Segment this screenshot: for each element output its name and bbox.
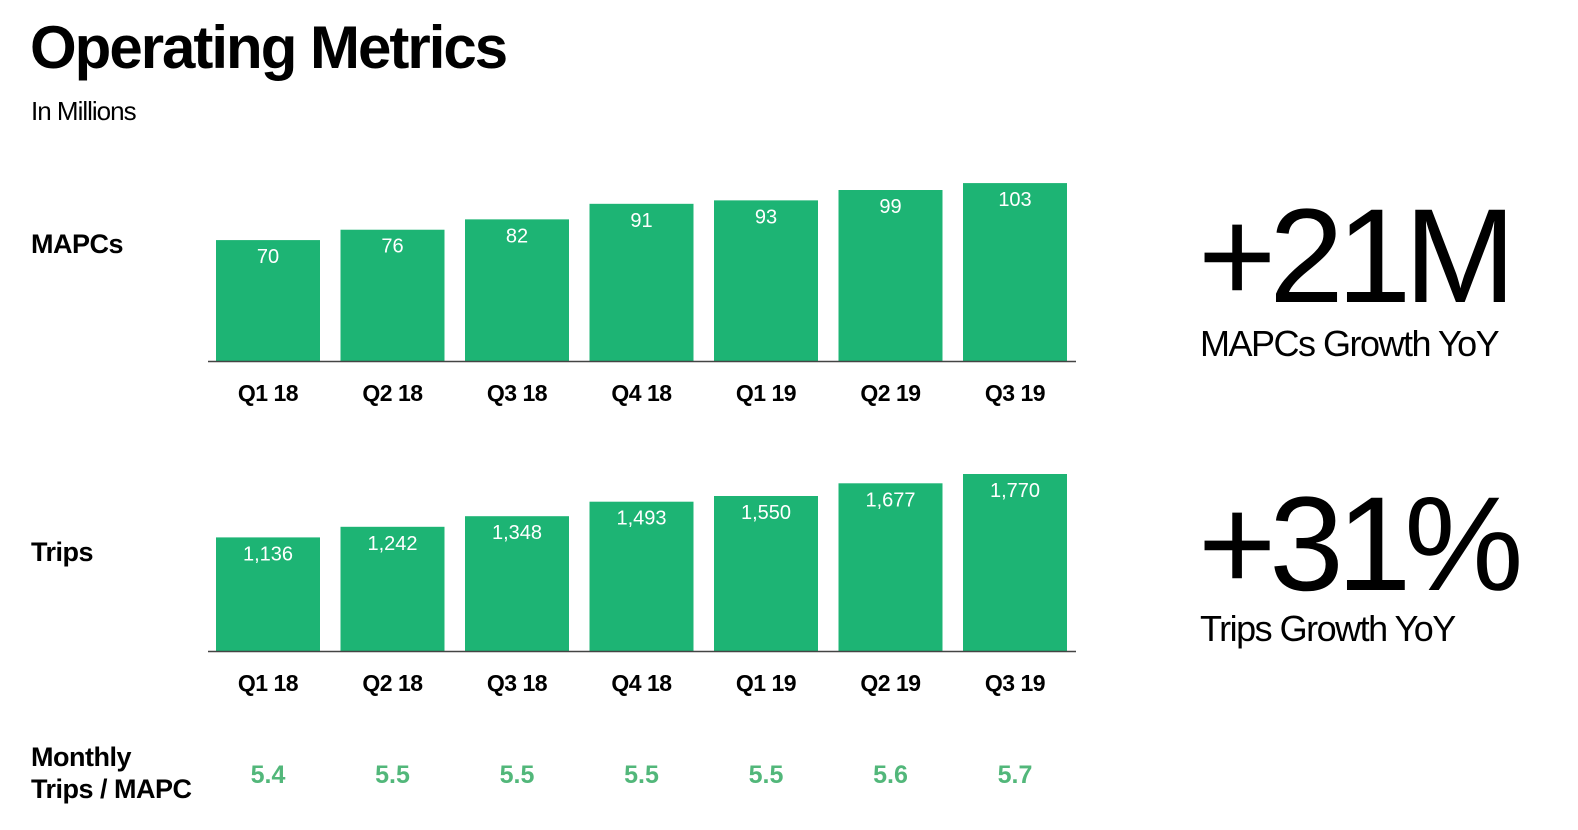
trips-value-label-1: 1,136: [243, 543, 293, 565]
page-title: Operating Metrics: [30, 14, 508, 81]
trips-category-label-3: Q3 18: [487, 670, 548, 696]
trips-category-label-1: Q1 18: [238, 670, 299, 696]
trips-bar-1: [216, 537, 320, 651]
mapcs-value-label-4: 91: [630, 210, 652, 232]
mapcs-value-label-7: 103: [998, 189, 1031, 211]
trips-growth-value: +31%: [1198, 470, 1523, 619]
trips-category-label-4: Q4 18: [611, 670, 672, 696]
mapcs-category-label-5: Q1 19: [736, 380, 796, 406]
mapcs-row-label: MAPCs: [31, 229, 124, 259]
mapcs-category-label-7: Q3 19: [985, 380, 1045, 406]
mapcs-bar-1: [216, 240, 320, 361]
mapcs-category-label-2: Q2 18: [362, 380, 423, 406]
trips-per-mapc-label-line2: Trips / MAPC: [31, 773, 192, 804]
mapcs-bar-2: [340, 229, 445, 361]
trips-growth-caption: Trips Growth YoY: [1200, 608, 1456, 649]
trips-per-mapc-value-4: 5.5: [624, 761, 659, 789]
mapcs-category-label-4: Q4 18: [611, 380, 672, 406]
page-subtitle: In Millions: [31, 96, 137, 126]
mapcs-value-label-6: 99: [879, 196, 901, 218]
mapcs-value-label-5: 93: [755, 206, 777, 228]
trips-value-label-2: 1,242: [367, 533, 417, 555]
trips-per-mapc-value-1: 5.4: [250, 761, 286, 789]
trips-value-label-5: 1,550: [741, 502, 791, 524]
trips-bar-7: [963, 474, 1067, 651]
trips-category-label-6: Q2 19: [860, 670, 920, 696]
trips-value-label-4: 1,493: [616, 508, 666, 530]
trips-value-label-7: 1,770: [990, 480, 1040, 502]
trips-per-mapc-value-7: 5.7: [997, 761, 1033, 789]
mapcs-bar-6: [838, 190, 943, 361]
mapcs-bar-chart: 70 Q1 18 76 Q2 18 82 Q3 18 91 Q4 18 93 Q1 19 99 Q2 …: [208, 183, 1076, 406]
mapcs-category-label-3: Q3 18: [487, 380, 548, 406]
mapcs-category-label-1: Q1 18: [238, 380, 299, 406]
trips-value-label-3: 1,348: [492, 522, 542, 544]
trips-bar-3: [465, 516, 569, 651]
trips-bar-5: [714, 496, 818, 651]
trips-per-mapc-value-3: 5.5: [499, 761, 535, 789]
trips-per-mapc-value-2: 5.5: [375, 761, 410, 789]
trips-per-mapc-label-line1: Monthly: [31, 742, 131, 772]
trips-bar-4: [589, 501, 694, 651]
trips-row-label: Trips: [31, 537, 94, 567]
mapcs-value-label-3: 82: [506, 225, 528, 247]
trips-bar-6: [838, 483, 943, 651]
mapcs-bar-5: [714, 200, 818, 361]
trips-category-label-7: Q3 19: [985, 670, 1045, 696]
mapcs-bar-4: [589, 203, 694, 361]
trips-bar-2: [340, 526, 445, 651]
mapcs-value-label-2: 76: [381, 236, 403, 258]
trips-value-label-6: 1,677: [865, 489, 915, 511]
mapcs-value-label-1: 70: [257, 246, 279, 268]
mapcs-growth-value: +21M: [1198, 182, 1516, 331]
trips-per-mapc-value-5: 5.5: [748, 761, 784, 789]
trips-category-label-5: Q1 19: [736, 670, 796, 696]
mapcs-bar-3: [465, 219, 569, 361]
trips-bar-chart: 1,136 Q1 18 1,242 Q2 18 1,348 Q3 18 1,493 Q4 18…: [208, 474, 1076, 696]
mapcs-bar-7: [963, 183, 1067, 361]
mapcs-growth-caption: MAPCs Growth YoY: [1200, 323, 1500, 364]
mapcs-category-label-6: Q2 19: [860, 380, 920, 406]
trips-per-mapc-row-label: Monthly Trips / MAPC: [31, 742, 192, 806]
trips-category-label-2: Q2 18: [362, 670, 423, 696]
trips-per-mapc-value-6: 5.6: [873, 761, 908, 789]
